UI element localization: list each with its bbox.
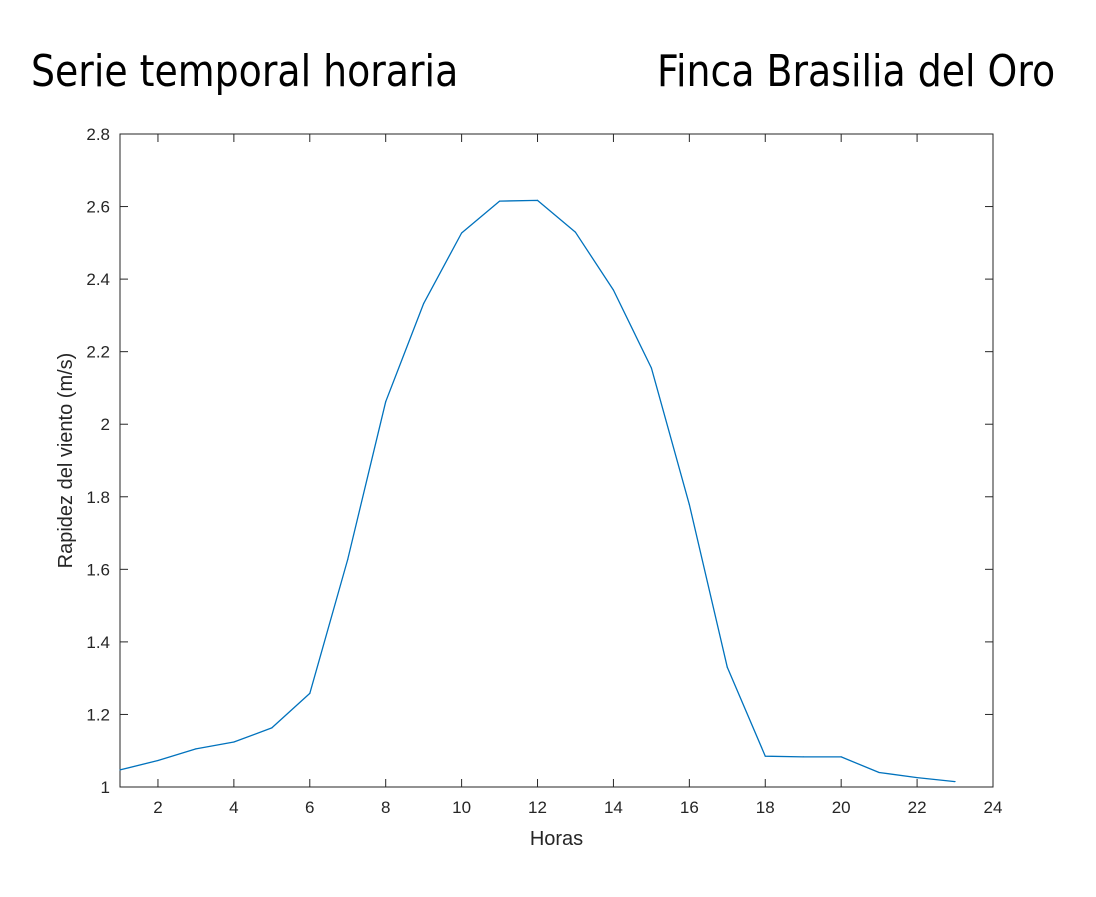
data-point — [688, 503, 690, 505]
chart-subtitle: Finca Brasilia del Oro — [657, 46, 1056, 97]
x-tick-label: 4 — [229, 798, 238, 817]
x-tick-label: 6 — [305, 798, 314, 817]
data-point — [954, 780, 956, 783]
data-point — [233, 741, 235, 743]
y-tick-label: 2.6 — [86, 198, 110, 217]
y-tick-label: 2.8 — [86, 125, 110, 144]
data-point — [840, 756, 842, 758]
x-tick-label: 12 — [528, 798, 547, 817]
data-point — [271, 727, 273, 729]
y-tick-label: 1 — [101, 778, 110, 797]
y-tick-label: 2.2 — [86, 343, 110, 362]
data-point — [423, 302, 425, 305]
data-point — [612, 289, 615, 291]
data-point — [574, 231, 577, 233]
data-point — [119, 769, 121, 771]
y-axis-label: Rapidez del viento (m/s) — [55, 353, 77, 569]
y-tick-label: 2.4 — [86, 270, 110, 289]
y-tick-label: 1.6 — [86, 560, 110, 579]
data-point — [309, 692, 311, 695]
data-point — [764, 755, 766, 757]
data-point — [347, 558, 349, 561]
data-point — [195, 748, 197, 750]
x-tick-label: 8 — [381, 798, 390, 817]
data-point — [650, 367, 652, 369]
data-point — [157, 759, 159, 762]
chart-title: Serie temporal horaria — [31, 46, 459, 97]
x-axis-label: Horas — [530, 828, 583, 850]
series-line — [119, 199, 956, 783]
x-tick-label: 10 — [452, 798, 471, 817]
x-tick-label: 14 — [604, 798, 623, 817]
data-point — [726, 666, 728, 668]
x-tick-label: 20 — [832, 798, 851, 817]
y-tick-label: 1.2 — [86, 705, 110, 724]
y-tick-label: 1.8 — [86, 488, 110, 507]
x-tick-label: 2 — [153, 798, 162, 817]
data-point — [916, 776, 918, 779]
y-tick-label: 1.4 — [86, 633, 110, 652]
data-point — [802, 756, 804, 758]
data-point — [536, 199, 539, 201]
data-point — [878, 771, 880, 774]
data-point — [385, 401, 387, 403]
plot-area-frame — [119, 133, 994, 788]
y-tick-label: 2 — [101, 415, 110, 434]
x-tick-label: 22 — [908, 798, 927, 817]
data-point — [498, 200, 501, 202]
x-tick-label: 24 — [984, 798, 1003, 817]
x-tick-label: 18 — [756, 798, 775, 817]
data-point — [461, 232, 463, 234]
x-tick-label: 16 — [680, 798, 699, 817]
